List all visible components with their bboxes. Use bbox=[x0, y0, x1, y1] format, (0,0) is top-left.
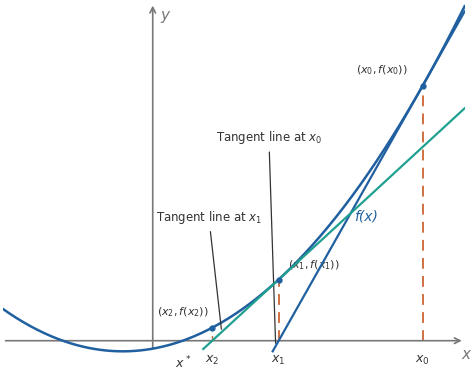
Text: y: y bbox=[160, 8, 169, 23]
Text: x: x bbox=[462, 347, 471, 362]
Text: $(x_1, f(x_1))$: $(x_1, f(x_1))$ bbox=[288, 259, 339, 272]
Text: Tangent line at $x_1$: Tangent line at $x_1$ bbox=[156, 209, 262, 329]
Text: f(x): f(x) bbox=[354, 209, 377, 223]
Text: $x_0$: $x_0$ bbox=[415, 354, 430, 367]
Text: $(x_2, f(x_2))$: $(x_2, f(x_2))$ bbox=[157, 305, 209, 319]
Text: $x_2$: $x_2$ bbox=[205, 354, 219, 367]
Text: $x^*$: $x^*$ bbox=[174, 354, 191, 371]
Text: $(x_0, f(x_0))$: $(x_0, f(x_0))$ bbox=[356, 64, 408, 77]
Text: Tangent line at $x_0$: Tangent line at $x_0$ bbox=[216, 129, 322, 343]
Text: $x_1$: $x_1$ bbox=[272, 354, 286, 367]
